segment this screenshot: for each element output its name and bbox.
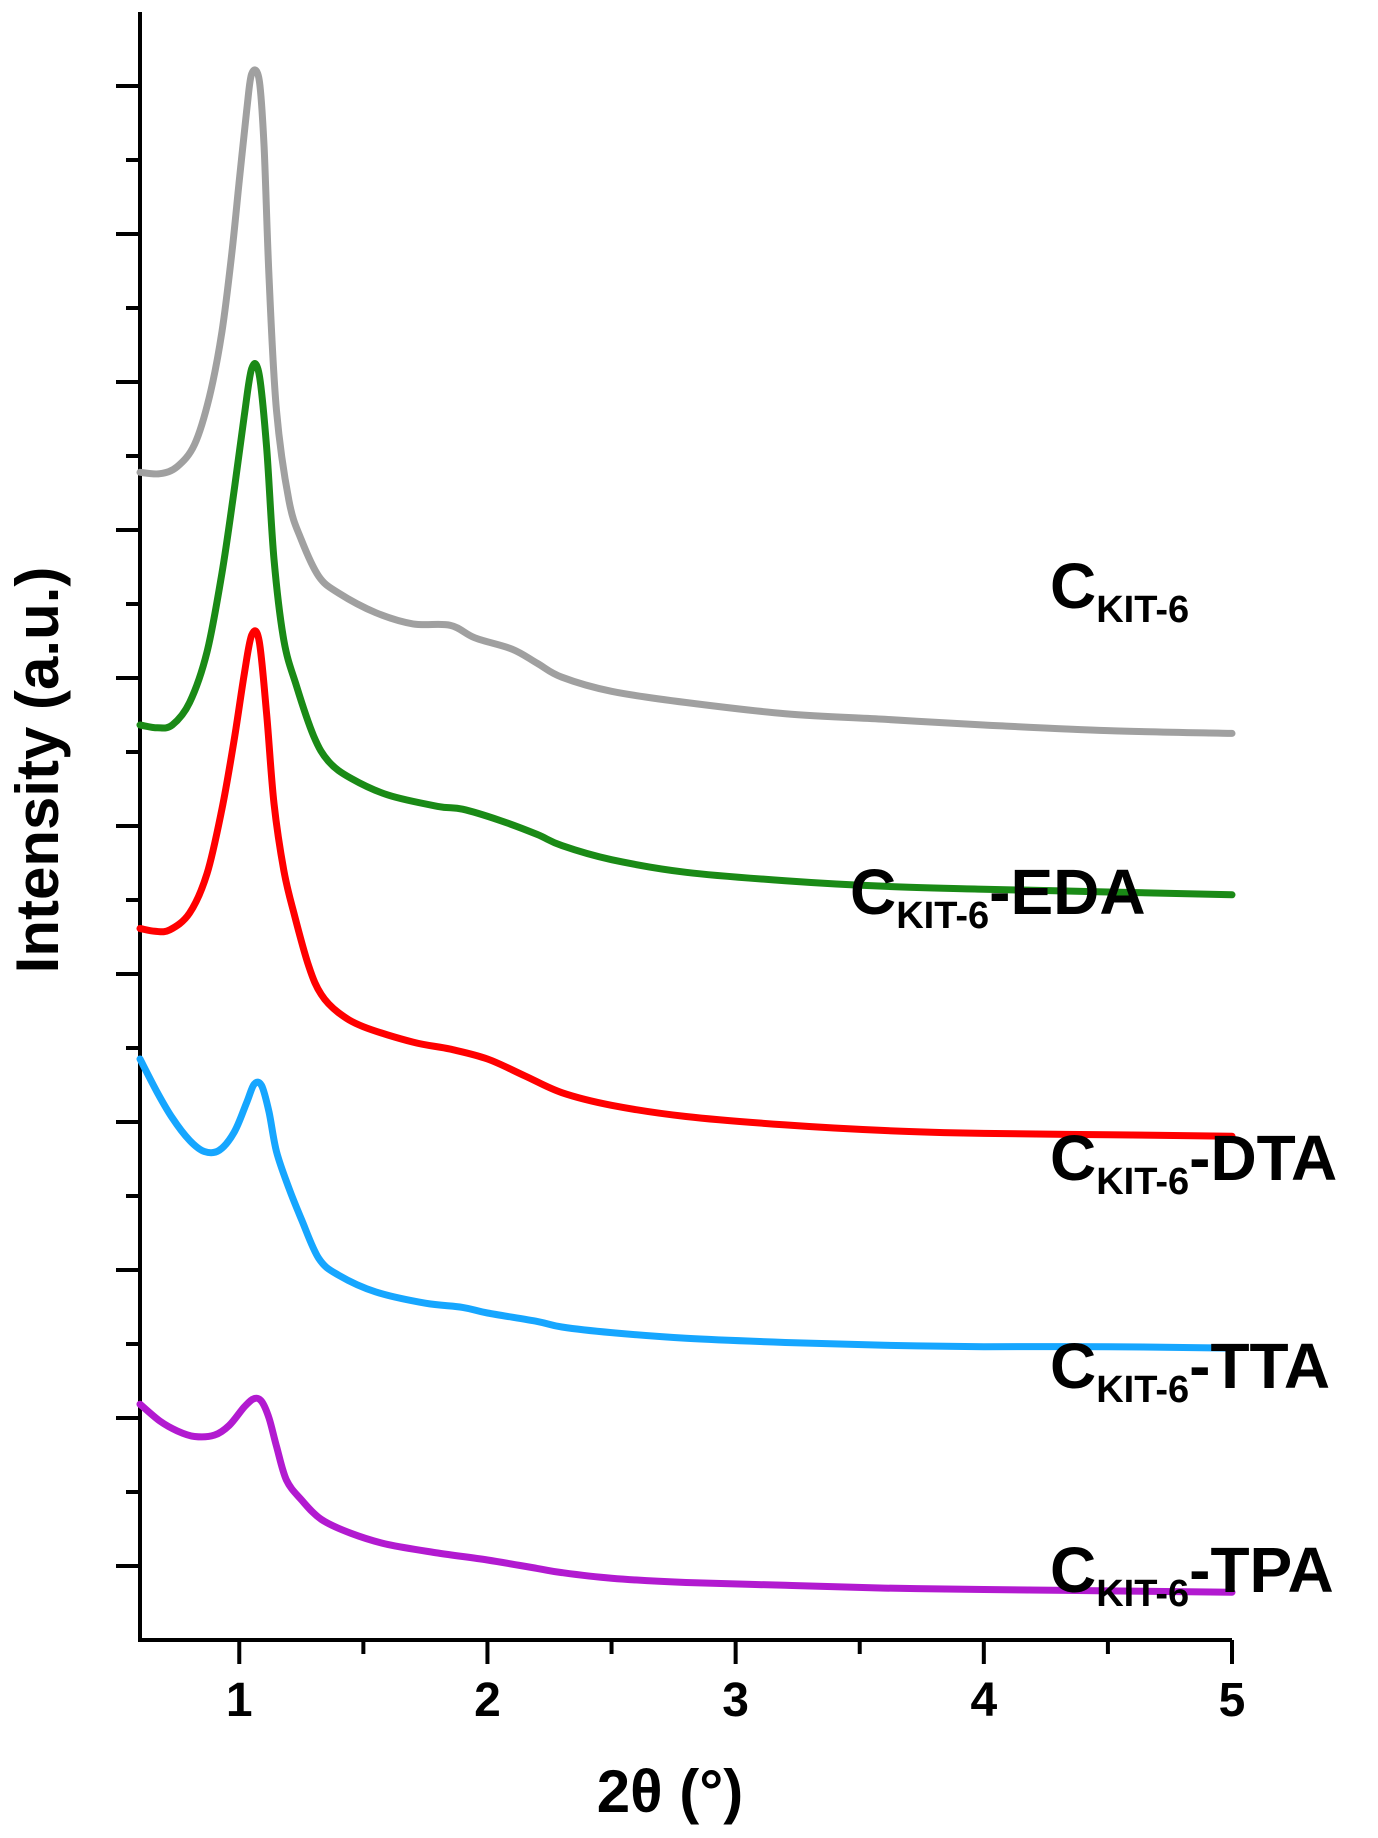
series-label-0: CKIT-6	[1050, 550, 1189, 631]
x-tick-label: 3	[722, 1674, 749, 1727]
series-label-3: CKIT-6-TTA	[1050, 1330, 1330, 1411]
x-tick-label: 4	[970, 1674, 997, 1727]
x-tick-label: 1	[226, 1674, 253, 1727]
series-label-2: CKIT-6-DTA	[1050, 1122, 1337, 1203]
series-line-3	[136, 1055, 1236, 1352]
x-tick-label: 5	[1219, 1674, 1246, 1727]
series-lines	[136, 66, 1236, 1596]
series-label-1: CKIT-6-EDA	[850, 856, 1146, 937]
series-line-0	[136, 66, 1236, 737]
axes: 1 2 3 4 5	[116, 12, 1245, 1727]
series-labels: CKIT-6 CKIT-6-EDA CKIT-6-DTA CKIT-6-TTA CKIT…	[850, 550, 1337, 1615]
series-line-4	[136, 1394, 1236, 1596]
series-line-2	[136, 627, 1236, 1140]
x-axis-title: 2θ (°)	[597, 1758, 743, 1825]
x-tick-label: 2	[474, 1674, 501, 1727]
y-axis-title: Intensity (a.u.)	[4, 567, 71, 974]
series-label-4: CKIT-6-TPA	[1050, 1534, 1334, 1615]
series-line-1	[136, 360, 1236, 899]
